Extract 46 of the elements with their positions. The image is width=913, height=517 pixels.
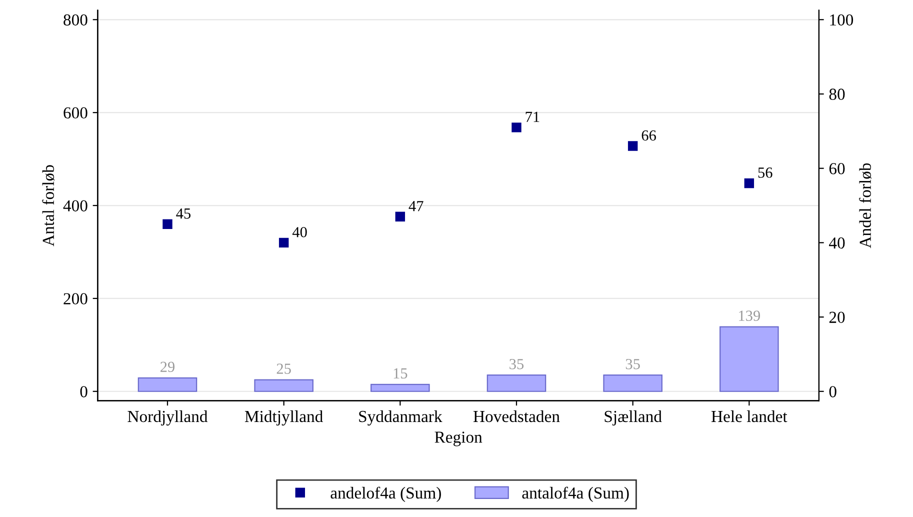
y2-tick-label: 0: [829, 386, 836, 398]
y2-tick-label: 80: [829, 88, 845, 100]
data-label: 40: [292, 226, 307, 238]
y-tick-label: 800: [64, 14, 88, 26]
bar: [370, 384, 430, 392]
bar: [603, 374, 662, 392]
data-label: 45: [176, 208, 191, 219]
y2-tick-label: 20: [829, 312, 845, 323]
x-tick-label: Syddanmark: [359, 410, 442, 426]
x-tick-label: Nordjylland: [128, 410, 208, 426]
bar: [138, 377, 198, 392]
y-tick-label: 200: [64, 293, 88, 304]
bar: [486, 374, 546, 392]
y2-tick-label: 100: [830, 14, 854, 26]
y-tick-label: 600: [64, 107, 88, 119]
y2-tick-label: 60: [829, 163, 845, 174]
data-label: 15: [394, 368, 408, 379]
data-label: 71: [526, 112, 540, 122]
point: [628, 141, 638, 151]
point: [395, 212, 406, 222]
point: [162, 219, 172, 229]
bar: [254, 379, 314, 392]
data-label: 29: [160, 362, 175, 372]
y2-tick-label: 40: [829, 237, 845, 249]
data-label: 139: [739, 310, 760, 321]
data-label: 35: [510, 358, 524, 370]
data-label: 35: [626, 358, 640, 370]
x-axis-title: Region: [434, 432, 482, 446]
data-label: 47: [408, 201, 424, 212]
x-tick-label: Midtjylland: [244, 410, 323, 426]
point: [278, 238, 289, 248]
x-tick-label: Sjælland: [604, 410, 662, 426]
bar: [720, 326, 779, 392]
legend-label: andelof4a (Sum): [330, 486, 441, 502]
y-axis-title: Antal forløb: [42, 165, 55, 246]
data-label: 25: [276, 364, 291, 374]
data-label: 56: [758, 168, 772, 178]
y-tick-label: 400: [63, 200, 88, 212]
x-tick-label: Hele landet: [711, 410, 788, 422]
data-label: 66: [642, 130, 656, 141]
y2-axis-title: Andel forløb: [859, 163, 872, 248]
point: [744, 178, 754, 188]
legend-label: antalof4a (Sum): [522, 486, 629, 502]
point: [512, 122, 522, 132]
x-tick-label: Hovedstaden: [473, 410, 560, 422]
y-tick-label: 0: [80, 386, 88, 398]
